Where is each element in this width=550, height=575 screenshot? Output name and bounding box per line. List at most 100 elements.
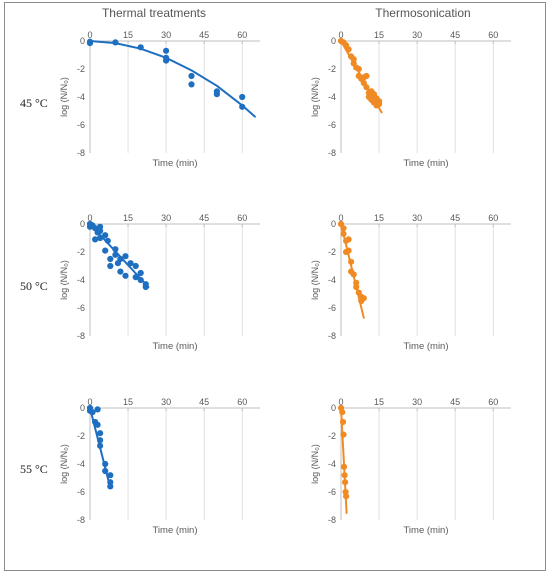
x-tick-label: 0 <box>338 30 343 40</box>
data-point <box>132 262 139 270</box>
x-axis-title: Time (min) <box>403 158 448 169</box>
x-tick-label: 30 <box>161 30 171 40</box>
x-axis-title: Time (min) <box>152 341 197 352</box>
y-tick-label: -6 <box>328 303 336 313</box>
data-point <box>163 47 170 54</box>
data-point <box>239 103 246 110</box>
data-point <box>360 295 367 302</box>
data-point <box>107 255 114 263</box>
subplot-0-1: 0 15 30 45 60 0 -2 -4 -6 -8 Time (min) log (N/N₀) <box>310 30 511 169</box>
x-tick-label: 0 <box>338 397 343 407</box>
x-tick-label: 60 <box>237 30 247 40</box>
x-tick-label: 45 <box>199 213 209 223</box>
y-axis-title: log (N/N₀) <box>310 260 320 300</box>
y-tick-label: 0 <box>331 403 336 413</box>
y-tick-label: -2 <box>77 431 85 441</box>
data-point <box>107 483 114 490</box>
column-title-thermal: Thermal treatments <box>102 6 206 20</box>
data-point <box>355 65 362 73</box>
data-point <box>142 283 149 291</box>
data-point <box>97 437 104 444</box>
x-tick-label: 30 <box>161 213 171 223</box>
row-label-45: 45 °C <box>20 96 48 110</box>
data-point <box>339 409 346 416</box>
trend-line <box>89 40 256 118</box>
y-tick-label: -2 <box>328 64 336 74</box>
x-tick-label: 45 <box>450 30 460 40</box>
data-point <box>340 225 347 232</box>
x-tick-label: 15 <box>374 213 384 223</box>
charts-grid: 0 15 30 45 60 0 -2 -4 -6 -8 Time (min) log (N/N₀) 0 1… <box>59 30 511 536</box>
data-point <box>163 57 170 64</box>
y-axis-title: log (N/N₀) <box>310 77 320 117</box>
data-point <box>104 237 111 244</box>
y-tick-label: -2 <box>328 247 336 257</box>
y-tick-label: -8 <box>77 331 85 341</box>
data-point <box>117 268 124 275</box>
subplot-1-1: 0 15 30 45 60 0 -2 -4 -6 -8 Time (min) log (N/N₀) <box>310 213 511 352</box>
data-point <box>112 246 119 253</box>
y-tick-label: -8 <box>77 148 85 158</box>
data-point <box>188 81 195 88</box>
data-point <box>97 430 104 437</box>
figure-frame <box>4 2 546 571</box>
y-tick-label: -4 <box>328 275 336 285</box>
data-point <box>345 46 352 53</box>
data-point <box>213 91 220 98</box>
data-point <box>117 255 124 263</box>
x-tick-label: 30 <box>412 213 422 223</box>
data-point <box>97 442 104 449</box>
subplot-2-0: 0 15 30 45 60 0 -2 -4 -6 -8 Time (min) log (N/N₀) <box>59 397 260 536</box>
data-point <box>345 247 352 254</box>
x-tick-label: 0 <box>338 213 343 223</box>
x-tick-label: 15 <box>123 397 133 407</box>
subplot-0-0: 0 15 30 45 60 0 -2 -4 -6 -8 Time (min) log (N/N₀) <box>59 30 260 169</box>
x-axis-title: Time (min) <box>403 341 448 352</box>
data-point <box>94 406 101 413</box>
y-tick-label: 0 <box>331 36 336 46</box>
y-tick-label: -8 <box>328 331 336 341</box>
x-tick-label: 0 <box>87 213 92 223</box>
data-point <box>89 409 96 416</box>
x-axis-title: Time (min) <box>403 525 448 536</box>
y-tick-label: -2 <box>77 247 85 257</box>
x-tick-label: 60 <box>237 213 247 223</box>
data-point <box>345 236 352 243</box>
y-tick-label: -2 <box>328 431 336 441</box>
data-point <box>350 271 357 278</box>
x-tick-label: 15 <box>123 213 133 223</box>
x-tick-label: 60 <box>237 397 247 407</box>
data-point <box>97 227 104 235</box>
y-axis-title: log (N/N₀) <box>59 444 69 484</box>
data-point <box>363 84 370 91</box>
y-tick-label: -4 <box>77 275 85 285</box>
x-tick-label: 30 <box>161 397 171 407</box>
data-point <box>102 460 109 468</box>
data-point <box>127 260 134 267</box>
x-tick-label: 0 <box>87 30 92 40</box>
data-point <box>340 230 347 237</box>
y-tick-label: -6 <box>77 303 85 313</box>
y-tick-label: -4 <box>77 459 85 469</box>
data-point <box>239 93 246 101</box>
data-point <box>376 100 383 108</box>
x-axis-title: Time (min) <box>152 158 197 169</box>
x-axis-title: Time (min) <box>152 525 197 536</box>
y-tick-label: -6 <box>77 120 85 130</box>
y-axis-title: log (N/N₀) <box>310 444 320 484</box>
data-point <box>353 283 360 291</box>
y-tick-label: -6 <box>328 120 336 130</box>
y-tick-label: -4 <box>77 92 85 102</box>
data-point <box>137 44 144 51</box>
x-tick-label: 0 <box>87 397 92 407</box>
y-tick-label: -4 <box>328 459 336 469</box>
data-point <box>363 72 370 80</box>
y-tick-label: -2 <box>77 64 85 74</box>
data-point <box>122 253 129 260</box>
y-tick-label: 0 <box>80 403 85 413</box>
data-point <box>97 234 104 242</box>
y-tick-label: -6 <box>328 487 336 497</box>
x-tick-label: 45 <box>450 397 460 407</box>
data-point <box>102 467 109 475</box>
